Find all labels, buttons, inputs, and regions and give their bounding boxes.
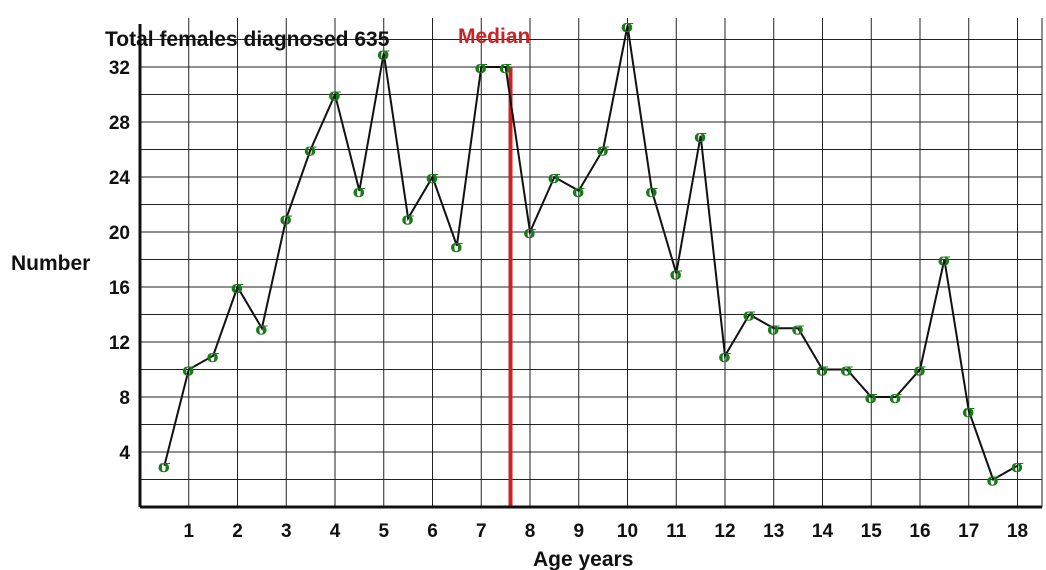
y-axis-label: Number bbox=[11, 252, 90, 275]
y-tick-label: 12 bbox=[109, 333, 130, 354]
x-tick-label: 11 bbox=[666, 521, 687, 542]
data-point-marker: σ bbox=[962, 401, 975, 422]
data-point-marker: σ bbox=[816, 360, 829, 381]
y-tick-label: 20 bbox=[109, 223, 130, 244]
data-point-marker: σ bbox=[913, 360, 926, 381]
y-tick-label: 28 bbox=[109, 113, 130, 134]
chart-title: Total females diagnosed 635 bbox=[105, 28, 390, 51]
x-tick-label: 9 bbox=[573, 521, 584, 542]
y-tick-label: 8 bbox=[119, 388, 130, 409]
data-point-marker: σ bbox=[231, 277, 244, 298]
x-tick-label: 15 bbox=[861, 521, 883, 542]
data-point-marker: σ bbox=[572, 181, 585, 202]
x-tick-label: 18 bbox=[1007, 521, 1028, 542]
data-point-marker: σ bbox=[377, 43, 390, 64]
x-tick-label: 16 bbox=[909, 521, 930, 542]
y-tick-label: 32 bbox=[109, 58, 130, 79]
data-point-marker: σ bbox=[621, 16, 634, 37]
data-point-marker: σ bbox=[499, 57, 512, 78]
data-point-marker: σ bbox=[840, 360, 853, 381]
x-tick-label: 5 bbox=[378, 521, 389, 542]
x-tick-label: 14 bbox=[812, 521, 834, 542]
x-tick-label: 1 bbox=[183, 521, 194, 542]
data-point-marker: σ bbox=[523, 222, 536, 243]
data-point-marker: σ bbox=[450, 236, 463, 257]
data-point-marker: σ bbox=[158, 456, 171, 477]
data-point-marker: σ bbox=[986, 470, 999, 491]
data-point-marker: σ bbox=[206, 346, 219, 367]
x-tick-label: 17 bbox=[958, 521, 979, 542]
data-point-marker: σ bbox=[865, 387, 878, 408]
data-point-marker: σ bbox=[596, 140, 609, 161]
data-point-marker: σ bbox=[328, 85, 341, 106]
data-point-marker: σ bbox=[791, 318, 804, 339]
axes bbox=[138, 24, 1042, 509]
grid-lines bbox=[140, 18, 1043, 507]
data-point-marker: σ bbox=[938, 250, 951, 271]
x-axis-label: Age years bbox=[533, 548, 633, 570]
data-point-marker: σ bbox=[353, 181, 366, 202]
data-point-marker: σ bbox=[645, 181, 658, 202]
data-point-marker: σ bbox=[889, 387, 902, 408]
data-point-marker: σ bbox=[767, 318, 780, 339]
x-tick-label: 12 bbox=[714, 521, 735, 542]
data-point-marker: σ bbox=[475, 57, 488, 78]
x-tick-label: 6 bbox=[427, 521, 438, 542]
x-tick-label: 4 bbox=[330, 521, 341, 542]
tick-labels: 1 2 3 4 5 6 7 8 9 10 11 12 13 14 15 16 17 184812162024283… bbox=[109, 58, 1028, 542]
data-point-marker: σ bbox=[304, 140, 317, 161]
data-point-marker: σ bbox=[743, 305, 756, 326]
data-point-marker: σ bbox=[426, 167, 439, 188]
data-point-marker: σ bbox=[670, 263, 683, 284]
data-point-marker: σ bbox=[255, 318, 268, 339]
data-point-marker: σ bbox=[401, 208, 414, 229]
data-point-marker: σ bbox=[280, 208, 293, 229]
x-tick-label: 8 bbox=[525, 521, 536, 542]
x-tick-label: 13 bbox=[763, 521, 784, 542]
data-point-marker: σ bbox=[182, 360, 195, 381]
data-point-marker: σ bbox=[694, 126, 707, 147]
x-tick-label: 7 bbox=[476, 521, 487, 542]
y-tick-label: 16 bbox=[109, 278, 130, 299]
x-tick-label: 3 bbox=[281, 521, 292, 542]
x-tick-label: 2 bbox=[232, 521, 243, 542]
y-tick-label: 4 bbox=[119, 443, 130, 464]
data-point-marker: σ bbox=[548, 167, 561, 188]
data-point-marker: σ bbox=[718, 346, 731, 367]
series-line bbox=[163, 25, 1018, 481]
data-point-marker: σ bbox=[1011, 456, 1024, 477]
median-label: Median bbox=[458, 25, 530, 48]
x-tick-label: 10 bbox=[617, 521, 638, 542]
y-tick-label: 24 bbox=[109, 168, 131, 189]
